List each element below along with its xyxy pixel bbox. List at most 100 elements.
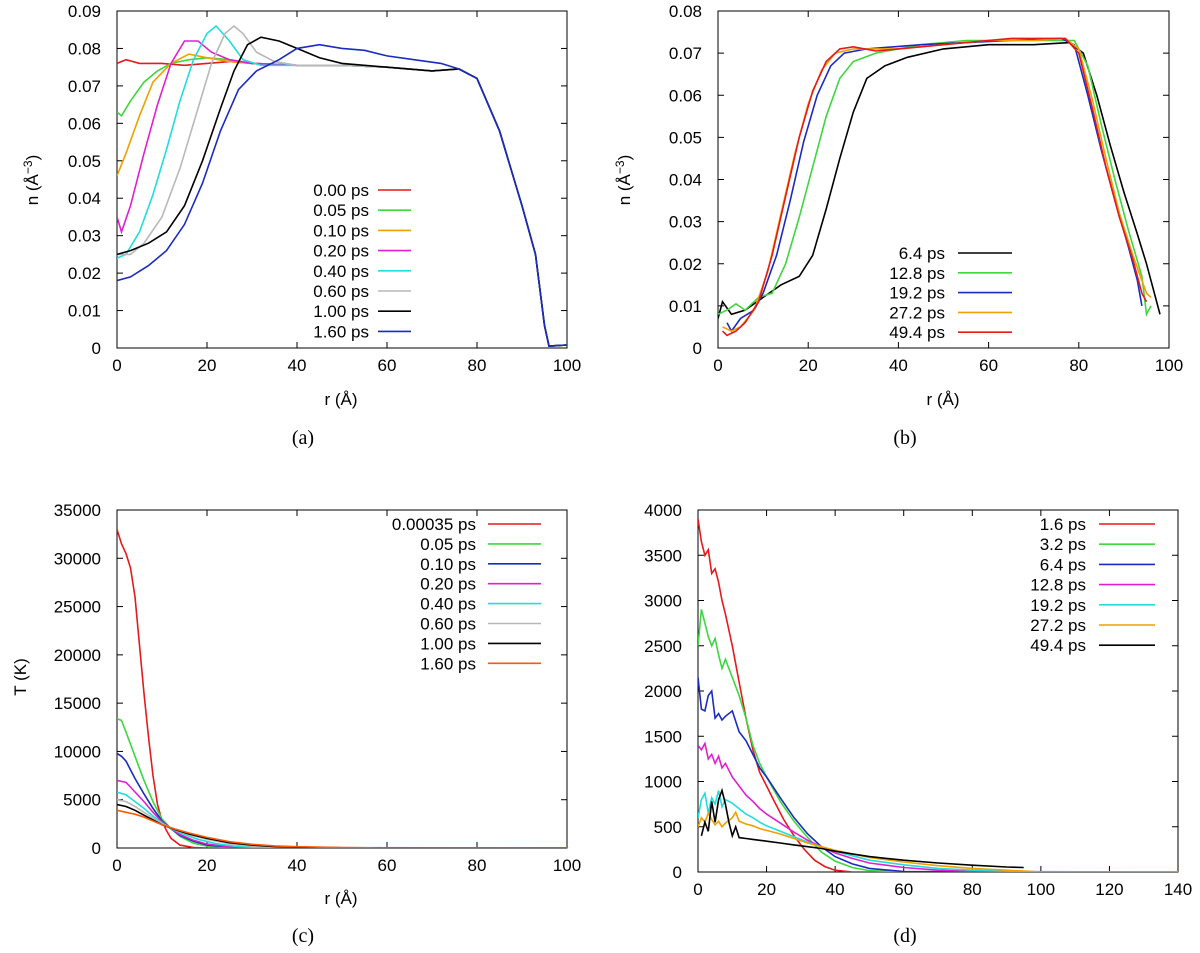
panel-d-ytick-label: 2000 (644, 682, 682, 701)
panel-b-legend-label: 27.2 ps (889, 303, 945, 322)
panel-b-xtick-label: 100 (1155, 356, 1183, 375)
panel-d-legend-label: 3.2 ps (1040, 535, 1086, 554)
panel-d-legend-label: 12.8 ps (1030, 576, 1086, 595)
panel-d-xtick-label: 140 (1164, 880, 1192, 899)
panel-c-ytick-label: 25000 (54, 598, 101, 617)
panel-c-xlabel: r (Å) (324, 889, 357, 908)
panel-b-caption: (b) (893, 427, 916, 449)
panel-c-ytick-label: 15000 (54, 694, 101, 713)
panel-c-xtick-label: 80 (468, 856, 487, 875)
panel-b-xlabel: r (Å) (926, 390, 959, 409)
panel-b-legend-label: 49.4 ps (889, 323, 945, 342)
panel-d-caption: (d) (893, 925, 916, 947)
panel-c-legend-label: 0.10 ps (420, 555, 476, 574)
panel-b-ytick-label: 0.05 (669, 128, 702, 147)
panel-d-ytick-label: 3500 (644, 546, 682, 565)
panel-a-legend-label: 0.10 ps (313, 221, 369, 240)
panel-d-xtick-label: 60 (894, 880, 913, 899)
panel-d-ytick-label: 1500 (644, 727, 682, 746)
panel-c-xtick-label: 0 (112, 856, 121, 875)
panel-a-legend-label: 1.60 ps (313, 322, 369, 341)
panel-d-xtick-label: 40 (826, 880, 845, 899)
panel-d-series-line-0 (698, 518, 1178, 872)
panel-c-series-line-5 (117, 798, 567, 848)
panel-c-xtick-label: 20 (198, 856, 217, 875)
panel-a-series-line-7 (117, 43, 567, 347)
panel-a-xtick-label: 40 (288, 356, 307, 375)
panel-d-legend-label: 49.4 ps (1030, 636, 1086, 655)
panel-c-ytick-label: 20000 (54, 646, 101, 665)
panel-c-caption: (c) (292, 925, 314, 947)
panel-c: T (K) r (Å) (c) 0 20 40 60 80 100 0 5000 10000 15… (11, 501, 581, 947)
panel-d-series-line-3 (698, 741, 1178, 872)
panel-a-legend-label: 1.00 ps (313, 302, 369, 321)
panel-b-legend-label: 19.2 ps (889, 284, 945, 303)
panel-d-series-line-6 (700, 787, 1024, 869)
panel-b-xtick-label: 80 (1069, 356, 1088, 375)
panel-a-ytick-label: 0.06 (68, 114, 101, 133)
panel-c-legend-label: 1.60 ps (420, 654, 476, 673)
panel-c-series-line-1 (117, 717, 567, 848)
panel-a-legend-label: 0.40 ps (313, 262, 369, 281)
panel-c-legend-label: 0.20 ps (420, 575, 476, 594)
panel-a-xtick-label: 100 (553, 356, 581, 375)
panel-d-ytick-label: 4000 (644, 501, 682, 520)
panel-a-xtick-label: 80 (468, 356, 487, 375)
panel-d-xtick-label: 120 (1095, 880, 1123, 899)
panel-b-ytick-label: 0.08 (669, 2, 702, 21)
panel-c-ytick-label: 0 (92, 839, 101, 858)
panel-a-caption: (a) (292, 427, 314, 449)
panel-a-ytick-label: 0.09 (68, 2, 101, 21)
panel-b-ytick-label: 0.03 (669, 213, 702, 232)
panel-b-ytick-label: 0.07 (669, 44, 702, 63)
panel-d-series-line-4 (698, 790, 1178, 872)
panel-c-series-line-7 (117, 809, 567, 848)
panel-c-legend-label: 0.60 ps (420, 615, 476, 634)
panel-d-ytick-label: 3000 (644, 592, 682, 611)
panel-c-plot-frame (116, 509, 568, 849)
panel-d-ytick-label: 500 (654, 818, 682, 837)
panel-c-ytick-label: 35000 (54, 501, 101, 520)
panel-b-ylabel: n (Å−3) (613, 155, 634, 206)
panel-d-series-line-5 (698, 810, 1178, 872)
panel-b-series-line-4 (721, 37, 1148, 337)
panel-b-xtick-label: 20 (799, 356, 818, 375)
panel-a-xlabel: r (Å) (324, 390, 357, 409)
panel-a-ytick-label: 0 (92, 339, 101, 358)
panel-d-xtick-label: 80 (963, 880, 982, 899)
panel-a-ytick-label: 0.04 (68, 189, 101, 208)
panel-d-legend-label: 6.4 ps (1040, 555, 1086, 574)
panel-c-xtick-label: 100 (553, 856, 581, 875)
panel-c-ytick-label: 5000 (63, 791, 101, 810)
panel-c-legend-label: 0.40 ps (420, 595, 476, 614)
panel-a-legend-label: 0.00 ps (313, 181, 369, 200)
panel-a-xtick-label: 0 (112, 356, 121, 375)
panel-b-legend-label: 6.4 ps (899, 244, 945, 263)
panel-b-ytick-label: 0.04 (669, 171, 702, 190)
panel-c-series-line-6 (117, 803, 567, 848)
panel-d-ytick-label: 0 (673, 863, 682, 882)
panel-c-xtick-label: 60 (378, 856, 397, 875)
panel-c-ytick-label: 30000 (54, 549, 101, 568)
panel-b-ytick-label: 0.01 (669, 297, 702, 316)
panel-a-ytick-label: 0.07 (68, 77, 101, 96)
panel-b-ytick-label: 0 (693, 339, 702, 358)
panel-c-legend-label: 1.00 ps (420, 634, 476, 653)
panel-b-ytick-label: 0.06 (669, 86, 702, 105)
panel-b-xtick-label: 0 (713, 356, 722, 375)
panel-d-ytick-label: 2500 (644, 637, 682, 656)
panel-d-xtick-label: 0 (693, 880, 702, 899)
panel-d-ytick-label: 1000 (644, 773, 682, 792)
panel-d-xtick-label: 100 (1027, 880, 1055, 899)
panel-a-legend-label: 0.20 ps (313, 242, 369, 261)
panel-b-xtick-label: 40 (889, 356, 908, 375)
panel-a-legend-label: 0.05 ps (313, 201, 369, 220)
panel-c-xtick-label: 40 (288, 856, 307, 875)
panel-a-xtick-label: 20 (198, 356, 217, 375)
panel-c-ytick-label: 10000 (54, 742, 101, 761)
panel-c-series-line-4 (117, 791, 567, 848)
panel-c-series-line-0 (117, 529, 567, 848)
panel-d-xtick-label: 20 (757, 880, 776, 899)
panel-a-plot-frame (116, 10, 568, 349)
panel-a-ytick-label: 0.08 (68, 39, 101, 58)
